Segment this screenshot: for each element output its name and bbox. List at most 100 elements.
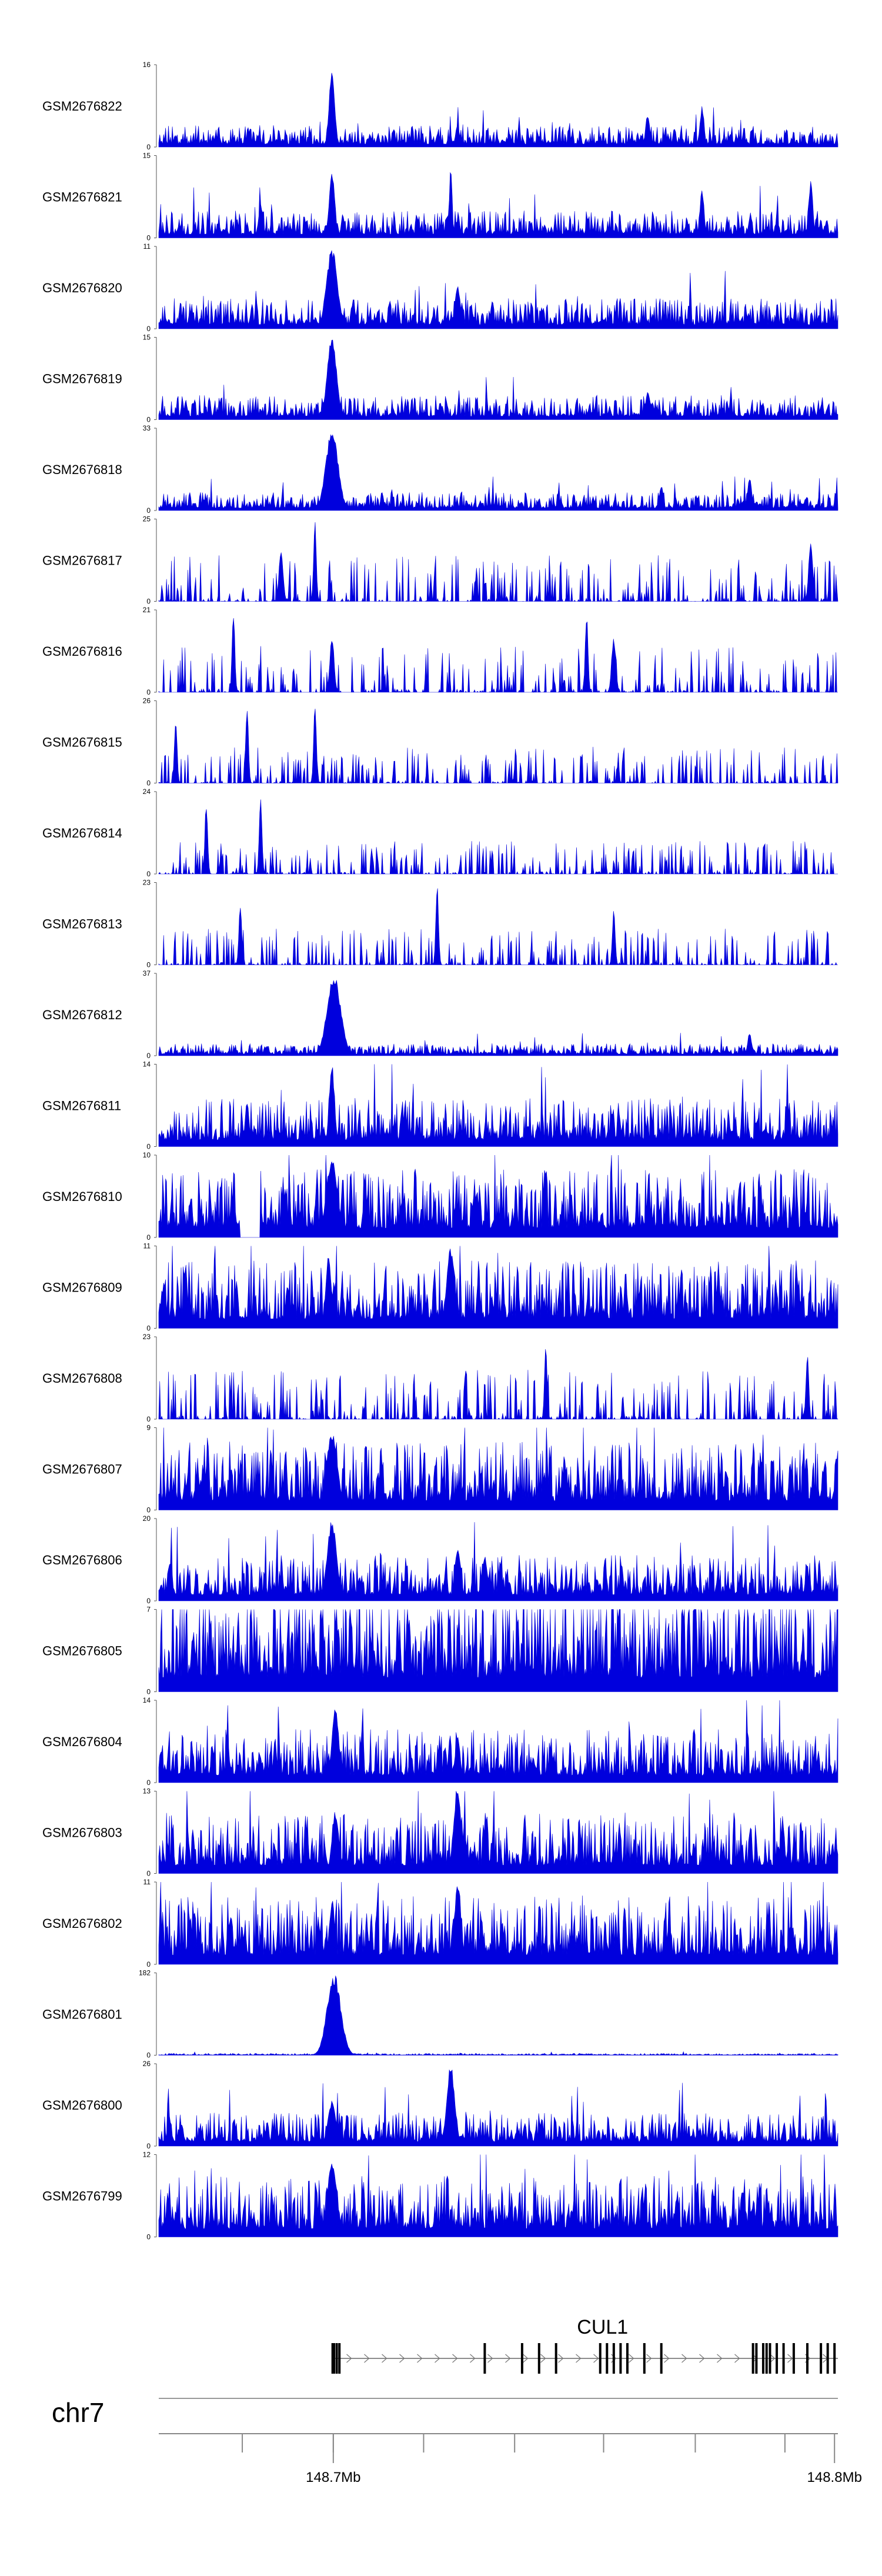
coverage-area-GSM2676817: [158, 522, 838, 602]
gene-exon: [554, 2343, 557, 2374]
track-label: GSM2676801: [42, 2007, 122, 2022]
track-GSM2676800: GSM2676800 26 0: [42, 2060, 838, 2150]
coverage-area-GSM2676813: [158, 888, 838, 966]
track-GSM2676812: GSM2676812 37 0: [42, 969, 838, 1060]
coverage-area-GSM2676822: [158, 72, 838, 148]
gene-exon: [761, 2343, 764, 2374]
coverage-area-GSM2676816: [158, 618, 838, 693]
coverage-area-GSM2676807: [158, 1427, 838, 1510]
coverage-area-GSM2676820: [158, 250, 838, 329]
gene-exon: [483, 2343, 486, 2374]
strand-arrow: [382, 2354, 387, 2363]
strand-arrow: [717, 2354, 723, 2363]
y-min-label: 0: [146, 2142, 151, 2150]
track-label: GSM2676802: [42, 1916, 122, 1931]
gene-exon: [332, 2343, 335, 2374]
strand-arrow: [470, 2354, 476, 2363]
coverage-area-GSM2676800: [158, 2069, 838, 2147]
strand-arrow: [593, 2354, 599, 2363]
axis-tick-label: 148.8Mb: [807, 2470, 862, 2485]
track-GSM2676818: GSM2676818 33 0: [42, 424, 838, 515]
y-min-label: 0: [146, 1324, 151, 1333]
track-label: GSM2676800: [42, 2098, 122, 2113]
gene-exon: [660, 2343, 663, 2374]
gene-exon: [751, 2343, 754, 2374]
track-GSM2676804: GSM2676804 14 0: [42, 1696, 838, 1787]
track-GSM2676803: GSM2676803 13 0: [42, 1787, 838, 1878]
track-label: GSM2676805: [42, 1644, 122, 1659]
y-min-label: 0: [146, 1597, 151, 1605]
y-max-label: 23: [143, 879, 151, 887]
axis-tick-label: 148.7Mb: [306, 2470, 360, 2485]
strand-arrow: [681, 2354, 687, 2363]
coverage-area-GSM2676818: [158, 434, 838, 511]
track-GSM2676811: GSM2676811 14 0: [42, 1060, 838, 1151]
gene-exon: [619, 2343, 622, 2374]
gene-exon: [599, 2343, 602, 2374]
strand-arrow: [699, 2354, 705, 2363]
y-max-label: 14: [143, 1060, 151, 1069]
strand-arrow: [505, 2354, 511, 2363]
y-max-label: 33: [143, 424, 151, 432]
strand-arrow: [523, 2354, 529, 2363]
y-min-label: 0: [146, 325, 151, 333]
track-label: GSM2676817: [42, 553, 122, 568]
track-label: GSM2676807: [42, 1462, 122, 1477]
y-max-label: 26: [143, 697, 151, 705]
strand-arrow: [558, 2354, 564, 2363]
gene-exon: [765, 2343, 768, 2374]
strand-arrow: [734, 2354, 740, 2363]
coverage-area-GSM2676804: [158, 1700, 838, 1783]
gene-exon: [833, 2343, 836, 2374]
y-max-label: 13: [143, 1787, 151, 1796]
coverage-area-GSM2676806: [158, 1522, 838, 1601]
y-max-label: 23: [143, 1333, 151, 1341]
gene-exon: [806, 2343, 809, 2374]
y-max-label: 24: [143, 788, 151, 796]
y-min-label: 0: [146, 1870, 151, 1878]
track-label: GSM2676815: [42, 735, 122, 750]
track-label: GSM2676808: [42, 1371, 122, 1386]
track-label: GSM2676812: [42, 1007, 122, 1022]
y-max-label: 14: [143, 1696, 151, 1704]
y-min-label: 0: [146, 1960, 151, 1968]
gene-exon: [606, 2343, 609, 2374]
y-max-label: 15: [143, 333, 151, 342]
coverage-area-GSM2676812: [158, 980, 838, 1056]
strand-arrow: [346, 2354, 352, 2363]
gene-exon: [626, 2343, 629, 2374]
coverage-area-GSM2676810: [158, 1154, 838, 1238]
y-max-label: 12: [143, 2151, 151, 2159]
track-GSM2676814: GSM2676814 24 0: [42, 788, 838, 878]
coverage-area-GSM2676803: [158, 1791, 838, 1874]
track-label: GSM2676809: [42, 1280, 122, 1295]
track-label: GSM2676813: [42, 917, 122, 932]
strand-arrow: [417, 2354, 423, 2363]
gene-name-label: CUL1: [577, 2316, 628, 2338]
y-min-label: 0: [146, 1233, 151, 1242]
strand-arrow: [770, 2354, 776, 2363]
y-max-label: 25: [143, 515, 151, 523]
coverage-area-GSM2676799: [158, 2154, 838, 2237]
track-GSM2676806: GSM2676806 20 0: [42, 1514, 838, 1605]
track-GSM2676820: GSM2676820 11 0: [42, 242, 838, 333]
y-min-label: 0: [146, 598, 151, 606]
coverage-area-GSM2676815: [158, 709, 838, 784]
track-GSM2676813: GSM2676813 23 0: [42, 879, 838, 969]
track-label: GSM2676804: [42, 1734, 122, 1749]
track-label: GSM2676803: [42, 1826, 122, 1840]
track-label: GSM2676820: [42, 281, 122, 295]
strand-arrow: [435, 2354, 440, 2363]
track-label: GSM2676811: [42, 1099, 121, 1113]
gene-track: CUL1: [331, 2316, 838, 2374]
coverage-tracks: GSM2676822160GSM2676821150GSM2676820110G…: [42, 61, 838, 2241]
y-min-label: 0: [146, 1052, 151, 1060]
track-label: GSM2676814: [42, 826, 122, 840]
y-max-label: 182: [139, 1969, 151, 1977]
genome-axis-track: chr7 148.7Mb 148.8Mb: [52, 2397, 862, 2485]
track-GSM2676817: GSM2676817 25 0: [42, 515, 838, 606]
strand-arrow: [364, 2354, 370, 2363]
strand-arrow: [787, 2354, 793, 2363]
track-label: GSM2676806: [42, 1553, 122, 1567]
y-max-label: 11: [143, 1878, 151, 1886]
